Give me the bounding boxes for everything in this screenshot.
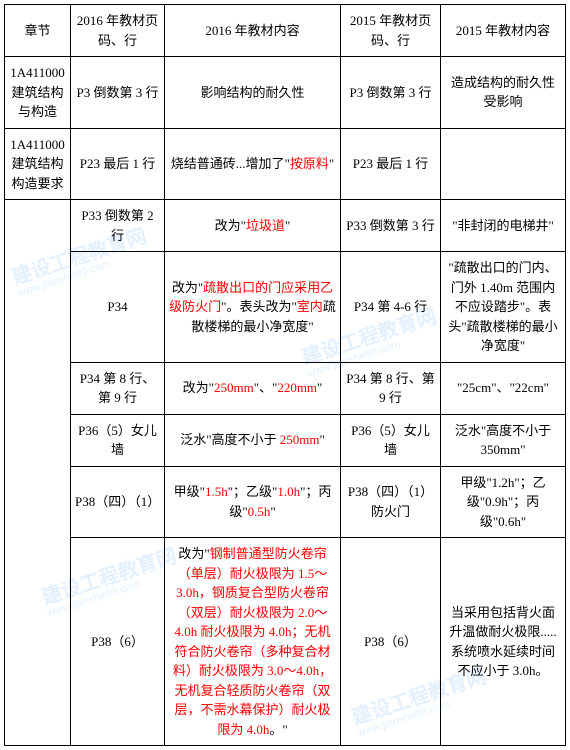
cell-2016-page: P33 倒数第 2 行 <box>71 200 165 252</box>
text-segment: " <box>285 218 290 233</box>
text-segment: 改为" <box>172 280 203 295</box>
header-2016-content: 2016 年教材内容 <box>165 5 341 57</box>
text-segment: "非封闭的电梯井" <box>452 218 554 233</box>
text-segment: " <box>317 380 322 395</box>
cell-2015-page: P34 第 4-6 行 <box>341 252 441 363</box>
comparison-table: 章节 2016 年教材页码、行 2016 年教材内容 2015 年教材页码、行 … <box>4 4 566 746</box>
cell-2015-content: 甲级"1.2h"；乙级"0.9h"；丙级"0.6h" <box>441 466 566 538</box>
cell-2015-page: P38（四）（1）防火门 <box>341 466 441 538</box>
cell-2016-content: 改为"垃圾道" <box>165 200 341 252</box>
text-segment: "；乙级" <box>228 484 278 499</box>
cell-2015-page: P36（5）女儿墙 <box>341 414 441 466</box>
table-row: P38（四）（1）甲级"1.5h"；乙级"1.0h"；丙级"0.5h"P38（四… <box>5 466 566 538</box>
cell-2015-content: 当采用包括背火面升温做耐火极限.....系统喷水延续时间不应小于 3.0h。 <box>441 538 566 746</box>
table-row: P33 倒数第 2 行改为"垃圾道"P33 倒数第 3 行"非封闭的电梯井" <box>5 200 566 252</box>
text-segment: 甲级" <box>174 484 205 499</box>
text-segment: 1.0h <box>277 484 300 499</box>
cell-2015-page: P33 倒数第 3 行 <box>341 200 441 252</box>
text-segment: 烧结普通砖...增加了" <box>171 156 290 171</box>
cell-2016-content: 泛水"高度不小于 250mm" <box>165 414 341 466</box>
cell-2016-content: 改为"疏散出口的门应采用乙级防火门"。表头改为"室内疏散楼梯的最小净宽度" <box>165 252 341 363</box>
cell-2015-page: P3 倒数第 3 行 <box>341 57 441 129</box>
text-segment: 室内 <box>297 299 323 314</box>
text-segment: 。" <box>269 722 287 737</box>
text-segment: 影响结构的耐久性 <box>200 85 304 100</box>
text-segment: 泛水"高度不小于 <box>180 432 280 447</box>
table-row: P38（6）改为"钢制普通型防火卷帘（单层）耐火极限为 1.5～3.0h，钢质复… <box>5 538 566 746</box>
table-row: 1A411000建筑结构构造要求P23 最后 1 行烧结普通砖...增加了"按原… <box>5 128 566 200</box>
header-chapter: 章节 <box>5 5 71 57</box>
cell-2016-page: P38（6） <box>71 538 165 746</box>
text-segment: " <box>329 156 334 171</box>
table-row: P34改为"疏散出口的门应采用乙级防火门"。表头改为"室内疏散楼梯的最小净宽度"… <box>5 252 566 363</box>
header-2016-page: 2016 年教材页码、行 <box>71 5 165 57</box>
text-segment: 0.5h <box>248 504 271 519</box>
table-header-row: 章节 2016 年教材页码、行 2016 年教材内容 2015 年教材页码、行 … <box>5 5 566 57</box>
cell-2016-content: 改为"钢制普通型防火卷帘（单层）耐火极限为 1.5～3.0h，钢质复合型防火卷帘… <box>165 538 341 746</box>
cell-2016-page: P3 倒数第 3 行 <box>71 57 165 129</box>
cell-2015-content: 泛水"高度不小于 350mm" <box>441 414 566 466</box>
cell-2016-content: 烧结普通砖...增加了"按原料" <box>165 128 341 200</box>
cell-2016-content: 甲级"1.5h"；乙级"1.0h"；丙级"0.5h" <box>165 466 341 538</box>
text-segment: 改为" <box>178 546 209 561</box>
text-segment: 泛水"高度不小于 350mm" <box>455 423 551 458</box>
cell-chapter: 1A411000建筑结构与构造 <box>5 57 71 129</box>
text-segment: 按原料 <box>290 156 329 171</box>
cell-2015-content: 造成结构的耐久性受影响 <box>441 57 566 129</box>
text-segment: 当采用包括背火面升温做耐火极限.....系统喷水延续时间不应小于 3.0h。 <box>449 605 556 679</box>
text-segment: "25cm"、"22cm" <box>457 380 549 395</box>
text-segment: 垃圾道 <box>246 218 285 233</box>
text-segment: 220mm <box>277 380 317 395</box>
cell-2015-page: P38（6） <box>341 538 441 746</box>
header-2015-content: 2015 年教材内容 <box>441 5 566 57</box>
table-row: P34 第 8 行、第 9 行改为"250mm"、"220mm"P34 第 8 … <box>5 362 566 414</box>
cell-chapter: 1A411000建筑结构构造要求 <box>5 128 71 200</box>
cell-2015-content: "25cm"、"22cm" <box>441 362 566 414</box>
text-segment: "。表头改为" <box>221 299 297 314</box>
text-segment: 250mm <box>214 380 254 395</box>
text-segment: 造成结构的耐久性受影响 <box>451 75 555 110</box>
table-row: 1A411000建筑结构与构造P3 倒数第 3 行影响结构的耐久性P3 倒数第 … <box>5 57 566 129</box>
cell-2015-content: "疏散出口的门内、门外 1.40m 范围内不应设踏步"。表头"疏散楼梯的最小净宽… <box>441 252 566 363</box>
text-segment: 甲级"1.2h"；乙级"0.9h"；丙级"0.6h" <box>460 475 545 529</box>
text-segment: 1.5h <box>205 484 228 499</box>
text-segment: " <box>319 432 324 447</box>
text-segment: 改为" <box>183 380 214 395</box>
cell-2016-page: P34 第 8 行、第 9 行 <box>71 362 165 414</box>
header-2015-page: 2015 年教材页码、行 <box>341 5 441 57</box>
text-segment: "疏散出口的门内、门外 1.40m 范围内不应设踏步"。表头"疏散楼梯的最小净宽… <box>448 260 557 353</box>
cell-2015-page: P23 最后 1 行 <box>341 128 441 200</box>
cell-2016-page: P36（5）女儿墙 <box>71 414 165 466</box>
text-segment: " <box>270 504 275 519</box>
cell-chapter <box>5 200 71 746</box>
text-segment: 钢制普通型防火卷帘（单层）耐火极限为 1.5～3.0h，钢质复合型防火卷帘（双层… <box>173 546 332 737</box>
cell-2015-content: "非封闭的电梯井" <box>441 200 566 252</box>
cell-2015-page: P34 第 8 行、第 9 行 <box>341 362 441 414</box>
cell-2016-page: P34 <box>71 252 165 363</box>
cell-2015-content <box>441 128 566 200</box>
cell-2016-content: 改为"250mm"、"220mm" <box>165 362 341 414</box>
cell-2016-page: P23 最后 1 行 <box>71 128 165 200</box>
text-segment: "、" <box>254 380 278 395</box>
table-row: P36（5）女儿墙泛水"高度不小于 250mm"P36（5）女儿墙泛水"高度不小… <box>5 414 566 466</box>
text-segment: 250mm <box>280 432 320 447</box>
cell-2016-content: 影响结构的耐久性 <box>165 57 341 129</box>
cell-2016-page: P38（四）（1） <box>71 466 165 538</box>
text-segment: 改为" <box>215 218 246 233</box>
